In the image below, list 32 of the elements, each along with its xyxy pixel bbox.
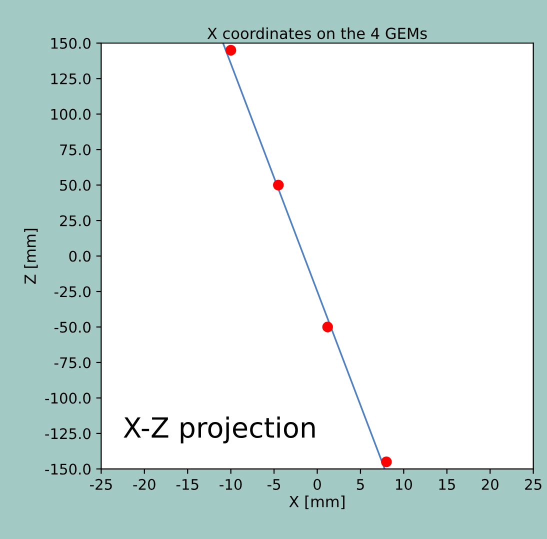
point [322, 322, 333, 332]
y-tick-label: -100.0 [45, 392, 91, 404]
x-tick-label: 15 [439, 479, 455, 490]
x-tick-label: -20 [133, 478, 156, 490]
x-tick-label: -25 [90, 478, 112, 490]
x-tick-label: 0 [314, 478, 321, 490]
point [225, 44, 236, 56]
y-tick-label: -25.0 [54, 286, 91, 298]
y-tick-label: -50.0 [54, 322, 91, 333]
x-tick-label: 10 [396, 478, 412, 490]
chart-title: X coordinates on the 4 GEMs [207, 27, 427, 40]
x-tick-label: 20 [482, 478, 498, 490]
x-tick-label: 5 [356, 479, 364, 490]
y-tick-label: 75.0 [60, 144, 91, 156]
y-tick-label: 100.0 [51, 108, 91, 120]
y-tick-label: 25.0 [60, 215, 91, 226]
annotation: X-Z projection [124, 416, 315, 444]
x-tick-label: -10 [220, 478, 242, 490]
point [381, 456, 392, 468]
y-tick-label: 0.0 [69, 250, 91, 262]
x-tick-label: 25 [525, 478, 542, 490]
y-tick-label: 150.0 [51, 38, 91, 49]
x-tick-label: -15 [176, 479, 198, 490]
y-tick-label: -125.0 [45, 428, 91, 440]
point [273, 180, 284, 190]
x-tick-label: -5 [267, 479, 280, 490]
y-tick-label: -150.0 [45, 464, 91, 475]
y-axis-title: Z [mm] [24, 228, 38, 284]
y-tick-label: 125.0 [51, 73, 91, 84]
x-axis-title: X [mm] [289, 496, 344, 510]
y-tick-label: -75.0 [54, 357, 91, 368]
y-tick-label: 50.0 [60, 180, 91, 191]
